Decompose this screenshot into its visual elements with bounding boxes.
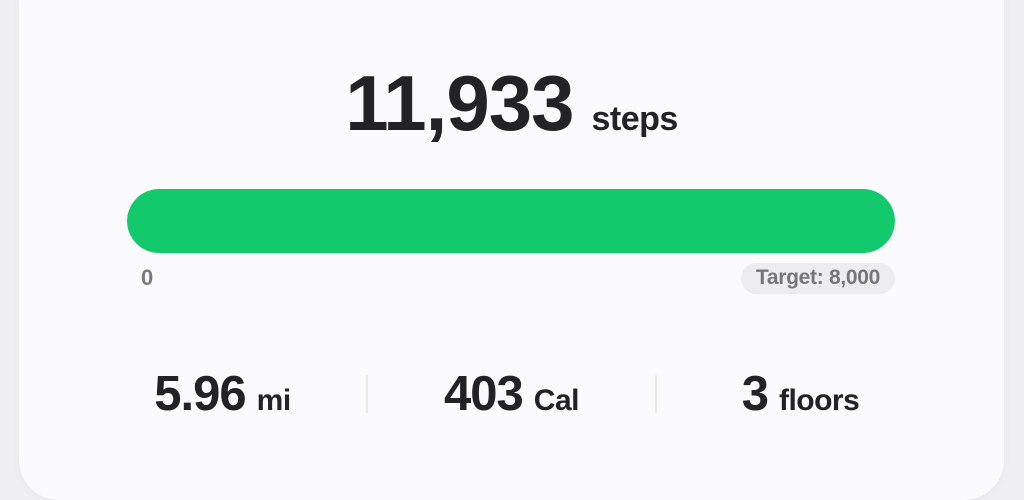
progress-scale-labels: 0 Target: 8,000 xyxy=(127,262,895,294)
steps-unit-label: steps xyxy=(591,100,678,138)
steps-headline: 11,933 steps xyxy=(19,64,1004,142)
stats-divider xyxy=(366,375,368,413)
floors-value: 3 xyxy=(741,367,769,421)
stats-divider xyxy=(655,375,657,413)
stat-floors: 3 floors xyxy=(657,368,944,420)
stat-distance: 5.96 mi xyxy=(79,368,366,420)
activity-stats-row: 5.96 mi 403 Cal 3 floors xyxy=(19,368,1004,420)
distance-value: 5.96 xyxy=(154,367,246,421)
floors-unit: floors xyxy=(778,384,860,417)
progress-min-label: 0 xyxy=(141,265,154,290)
calories-value: 403 xyxy=(444,367,524,421)
progress-fill xyxy=(127,189,895,253)
target-badge[interactable]: Target: 8,000 xyxy=(740,262,895,294)
steps-summary-card: 11,933 steps 0 Target: 8,000 5.96 mi 403… xyxy=(19,0,1004,500)
steps-count: 11,933 xyxy=(345,59,574,147)
stat-calories: 403 Cal xyxy=(368,368,655,420)
distance-unit: mi xyxy=(256,384,292,417)
steps-progress-track xyxy=(127,189,895,253)
calories-unit: Cal xyxy=(533,384,580,417)
